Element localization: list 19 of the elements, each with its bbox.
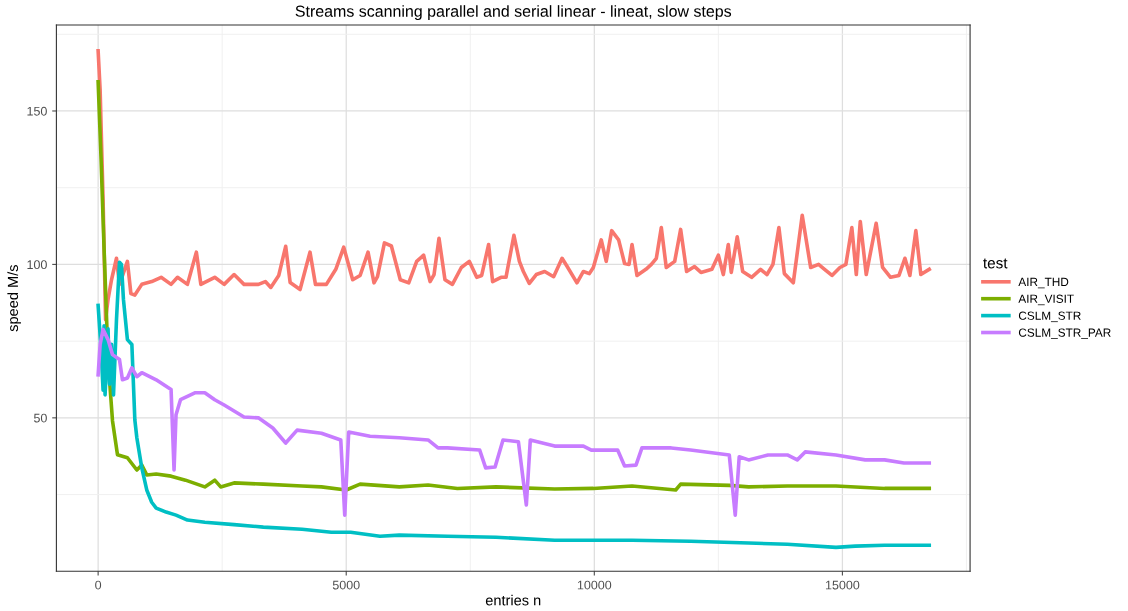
- x-tick-label: 0: [95, 580, 102, 590]
- x-axis-title: entries n: [485, 594, 541, 606]
- x-tick-label: 15000: [825, 580, 860, 590]
- x-tick-label: 5000: [332, 580, 360, 590]
- y-tick-label: 100: [27, 260, 47, 270]
- line-series: [96, 327, 932, 517]
- x-tick-label: 10000: [577, 580, 612, 590]
- y-tick-label: 50: [33, 413, 47, 423]
- legend-label: CSLM_STR: [1018, 311, 1081, 323]
- legend-label: CSLM_STR_PAR: [1018, 328, 1111, 339]
- line-series: [96, 49, 932, 322]
- legend-title: test: [983, 258, 1008, 269]
- y-axis-title: speed M/s: [7, 265, 21, 332]
- y-tick-label: 150: [27, 106, 47, 116]
- legend-label: AIR_THD: [1018, 277, 1069, 289]
- legend-label: AIR_VISIT: [1018, 294, 1074, 306]
- chart-title: Streams scanning parallel and serial linear - lineat, slow steps: [295, 5, 732, 21]
- line-series: [96, 80, 932, 492]
- line-series: [96, 260, 932, 550]
